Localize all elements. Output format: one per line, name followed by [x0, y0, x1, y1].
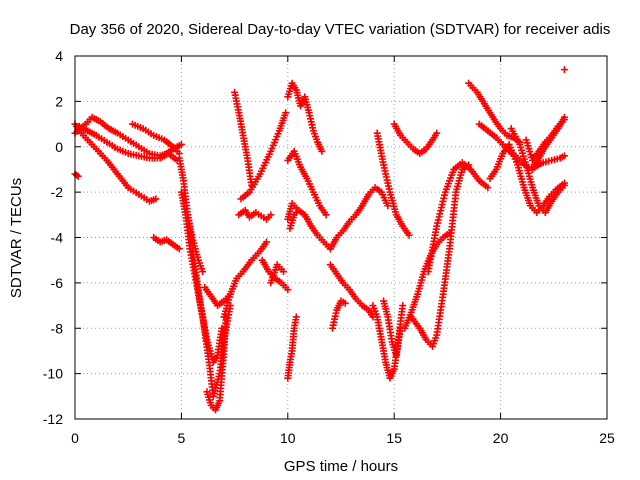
series-arc-23 — [326, 261, 377, 321]
series-arc-10 — [184, 211, 207, 276]
data-point — [292, 313, 300, 321]
series-arc-31 — [407, 161, 473, 350]
data-point — [280, 268, 288, 276]
series-arc-29 — [390, 120, 441, 158]
y-tick-label: -6 — [51, 275, 64, 291]
chart-title: Day 356 of 2020, Sidereal Day-to-day VTE… — [70, 21, 611, 38]
series-arc-05 — [128, 120, 183, 158]
series-arc-22 — [284, 313, 300, 382]
data-point — [282, 109, 290, 117]
x-axis-label: GPS time / hours — [284, 458, 398, 475]
series-arc-27 — [373, 129, 413, 239]
data-point — [560, 152, 568, 160]
series-arc-09 — [203, 313, 230, 414]
series-arc-16 — [258, 256, 292, 294]
series-arc-19 — [284, 147, 330, 219]
series-arc-28 — [380, 297, 405, 359]
series-arc-12 — [220, 238, 271, 321]
x-tick-label: 15 — [386, 430, 402, 446]
x-tick-label: 20 — [493, 430, 509, 446]
series-arc-24 — [326, 184, 392, 253]
y-tick-label: -4 — [51, 230, 64, 246]
data-point — [560, 113, 568, 121]
y-tick-label: 0 — [55, 139, 63, 155]
data-point — [199, 268, 207, 276]
data-point — [294, 206, 302, 214]
y-axis-label: SDTVAR / TECUs — [8, 178, 25, 298]
data-point — [405, 231, 413, 239]
data-point — [267, 211, 275, 219]
series-arc-21 — [286, 206, 302, 232]
series-arc-02 — [71, 113, 185, 160]
series-arc-17 — [267, 261, 288, 287]
y-tick-label: -12 — [43, 411, 63, 427]
x-tick-label: 5 — [178, 430, 186, 446]
x-tick-label: 10 — [280, 430, 296, 446]
series-arc-30 — [401, 229, 454, 332]
data-point — [284, 286, 292, 294]
data-point — [263, 238, 271, 246]
data-point — [433, 129, 441, 137]
series-arc-06 — [150, 234, 183, 253]
series-arc-15 — [237, 109, 290, 203]
series-arc-03 — [75, 122, 181, 164]
series-arc-25 — [328, 297, 349, 332]
y-tick-labels: -12 -10 -8 -6 -4 -2 0 2 4 — [43, 48, 63, 427]
series-arc-14 — [235, 206, 275, 223]
series-arc-13 — [231, 88, 256, 189]
y-tick-label: -8 — [51, 320, 64, 336]
x-tick-label: 0 — [71, 430, 79, 446]
data-point — [152, 195, 160, 203]
series-arc-32 — [424, 159, 492, 276]
x-tick-label: 25 — [599, 430, 615, 446]
series-arc-38 — [529, 113, 568, 173]
axis-ticks — [74, 55, 608, 420]
x-tick-labels: 0 5 10 15 20 25 — [71, 430, 615, 446]
series-arc-11 — [201, 283, 234, 310]
data-marks — [71, 66, 568, 414]
y-tick-label: 2 — [55, 93, 63, 109]
data-point — [341, 299, 349, 307]
data-point — [484, 184, 492, 192]
data-point — [177, 140, 185, 148]
data-point — [322, 211, 330, 219]
data-point — [384, 202, 392, 210]
data-point — [218, 324, 226, 332]
series-arc-04 — [71, 170, 82, 180]
y-tick-label: 4 — [55, 48, 63, 64]
y-tick-label: -2 — [51, 184, 64, 200]
series-arc-36 — [507, 125, 568, 217]
data-point — [560, 181, 568, 189]
series-arc-39 — [560, 66, 568, 74]
data-point — [560, 66, 568, 74]
data-point — [175, 245, 183, 253]
data-point — [73, 171, 81, 179]
data-point — [318, 147, 326, 155]
data-point — [74, 172, 82, 180]
data-point — [399, 302, 407, 310]
y-tick-label: -10 — [43, 366, 63, 382]
series-arc-08 — [177, 188, 234, 400]
series-arc-18 — [284, 79, 326, 155]
